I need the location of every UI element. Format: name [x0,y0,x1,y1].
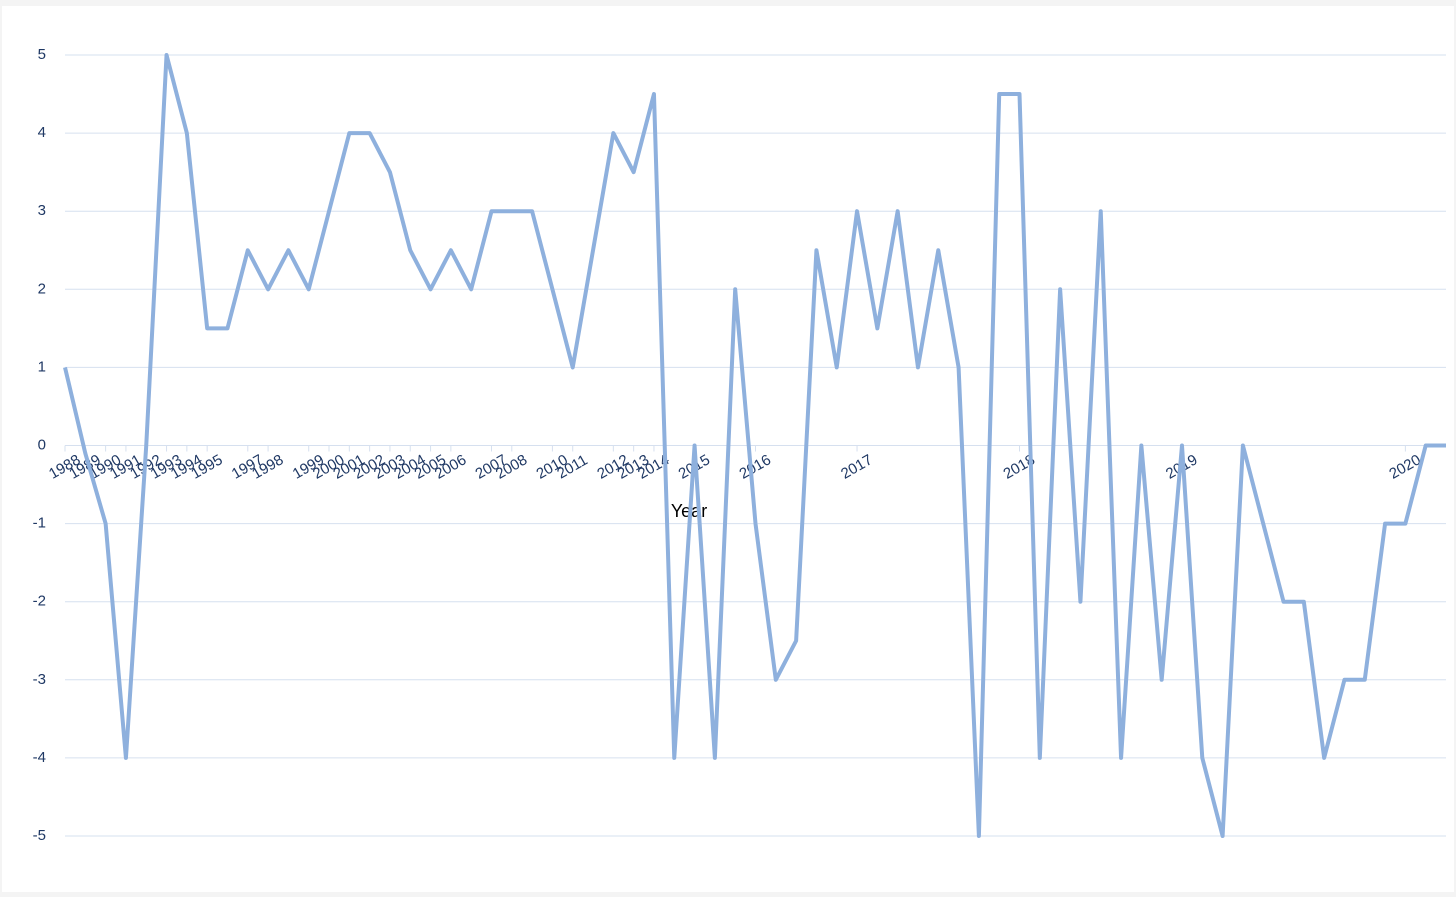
y-tick-label: 1 [38,358,46,375]
y-tick-label: -1 [33,515,46,532]
y-tick-label: 4 [38,124,46,141]
y-tick-label: 3 [38,202,46,219]
y-tick-label: 2 [38,280,46,297]
y-tick-label: -4 [33,749,46,766]
y-tick-label: -5 [33,827,46,844]
y-tick-label: 5 [38,46,46,63]
data-line [63,53,1446,838]
y-tick-label: -2 [33,593,46,610]
y-tick-label: 0 [38,436,46,453]
y-tick-label: -3 [33,671,46,688]
